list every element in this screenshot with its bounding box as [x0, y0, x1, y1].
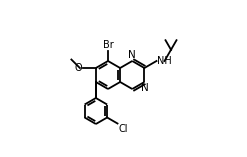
Text: O: O — [74, 63, 82, 73]
Text: N: N — [141, 83, 149, 93]
Text: Cl: Cl — [119, 125, 128, 135]
Text: Br: Br — [103, 41, 113, 51]
Text: N: N — [128, 50, 136, 60]
Text: NH: NH — [158, 56, 172, 66]
